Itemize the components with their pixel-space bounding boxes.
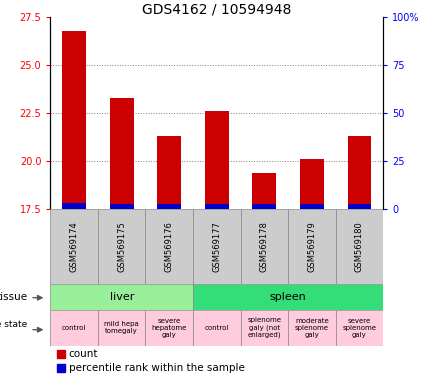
Text: liver: liver: [110, 292, 134, 302]
Bar: [348, 136, 371, 209]
Text: severe
splenome
galy: severe splenome galy: [343, 318, 377, 338]
Bar: [240, 209, 288, 284]
Bar: [145, 209, 193, 284]
Bar: [110, 204, 134, 209]
Text: severe
hepatome
galy: severe hepatome galy: [152, 318, 187, 338]
Bar: [193, 209, 240, 284]
Title: GDS4162 / 10594948: GDS4162 / 10594948: [142, 2, 292, 16]
Text: GSM569175: GSM569175: [117, 221, 126, 272]
Bar: [98, 310, 145, 346]
Bar: [62, 203, 86, 209]
Bar: [145, 310, 193, 346]
Text: count: count: [69, 349, 98, 359]
Text: spleen: spleen: [270, 292, 307, 302]
Text: GSM569180: GSM569180: [355, 221, 364, 272]
Text: tissue: tissue: [0, 292, 28, 302]
Text: GSM569178: GSM569178: [260, 221, 269, 272]
Bar: [50, 310, 98, 346]
Text: moderate
splenome
galy: moderate splenome galy: [295, 318, 329, 338]
Text: percentile rank within the sample: percentile rank within the sample: [69, 363, 244, 373]
Bar: [57, 349, 65, 358]
Bar: [205, 204, 229, 209]
Bar: [288, 209, 336, 284]
Text: GSM569176: GSM569176: [165, 221, 174, 272]
Bar: [336, 310, 383, 346]
Bar: [288, 310, 336, 346]
Bar: [98, 209, 145, 284]
Bar: [300, 159, 324, 209]
Bar: [157, 136, 181, 209]
Text: control: control: [205, 325, 229, 331]
Bar: [336, 209, 383, 284]
Bar: [50, 209, 98, 284]
Bar: [240, 310, 288, 346]
Bar: [300, 204, 324, 209]
Text: GSM569179: GSM569179: [307, 221, 316, 272]
Text: GSM569177: GSM569177: [212, 221, 221, 272]
Bar: [62, 31, 86, 209]
Text: control: control: [62, 325, 86, 331]
Bar: [252, 204, 276, 209]
Bar: [110, 98, 134, 209]
Bar: [205, 111, 229, 209]
Bar: [50, 284, 193, 310]
Bar: [193, 310, 240, 346]
Text: disease state: disease state: [0, 320, 28, 329]
Bar: [57, 364, 65, 372]
Bar: [348, 204, 371, 209]
Text: splenome
galy (not
enlarged): splenome galy (not enlarged): [247, 318, 281, 338]
Bar: [193, 284, 383, 310]
Bar: [252, 173, 276, 209]
Text: mild hepa
tomegaly: mild hepa tomegaly: [104, 321, 139, 334]
Bar: [157, 204, 181, 209]
Text: GSM569174: GSM569174: [70, 221, 79, 272]
